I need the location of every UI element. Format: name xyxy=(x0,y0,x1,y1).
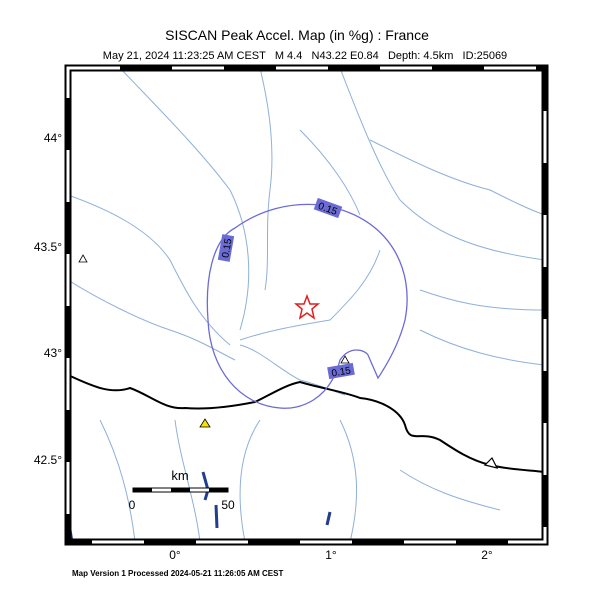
lake xyxy=(325,511,332,526)
latitude-label: 44° xyxy=(44,131,62,145)
contour-label: 0.15 xyxy=(217,234,235,262)
station xyxy=(199,418,211,428)
epicenter-star xyxy=(293,293,321,320)
latitude-label: 42.5° xyxy=(34,453,62,467)
border-line xyxy=(68,374,545,473)
scale-bar: km 0 50 xyxy=(129,468,235,512)
map-title: SISCAN Peak Accel. Map (in %g) : France xyxy=(165,27,429,43)
station xyxy=(78,254,88,263)
lake xyxy=(214,504,219,529)
rivers xyxy=(68,68,545,542)
latitude-labels: 44° 43.5° 43° 42.5° xyxy=(34,131,62,467)
longitude-label: 2° xyxy=(481,548,493,562)
footer: Map Version 1 Processed 2024-05-21 11:26… xyxy=(72,569,283,578)
contour-label-text: 0.15 xyxy=(331,365,353,379)
border-line xyxy=(483,456,499,469)
longitude-label: 0° xyxy=(169,548,181,562)
map-subtitle: May 21, 2024 11:23:25 AM CEST M 4.4 N43.… xyxy=(103,50,507,62)
contour-label: 0.15 xyxy=(327,362,355,380)
longitude-label: 1° xyxy=(325,548,337,562)
latitude-label: 43.5° xyxy=(34,240,62,254)
contour-label-text: 0.15 xyxy=(220,237,234,259)
map-frame-ticks xyxy=(66,66,547,544)
longitude-labels: 0° 1° 2° xyxy=(169,548,493,562)
map-area: 0.15 0.15 0.15 km 0 50 xyxy=(64,64,549,546)
station xyxy=(340,355,350,364)
scale-start: 0 xyxy=(129,498,136,512)
scale-end: 50 xyxy=(221,498,235,512)
latitude-label: 43° xyxy=(44,346,62,360)
scale-unit: km xyxy=(171,468,188,483)
